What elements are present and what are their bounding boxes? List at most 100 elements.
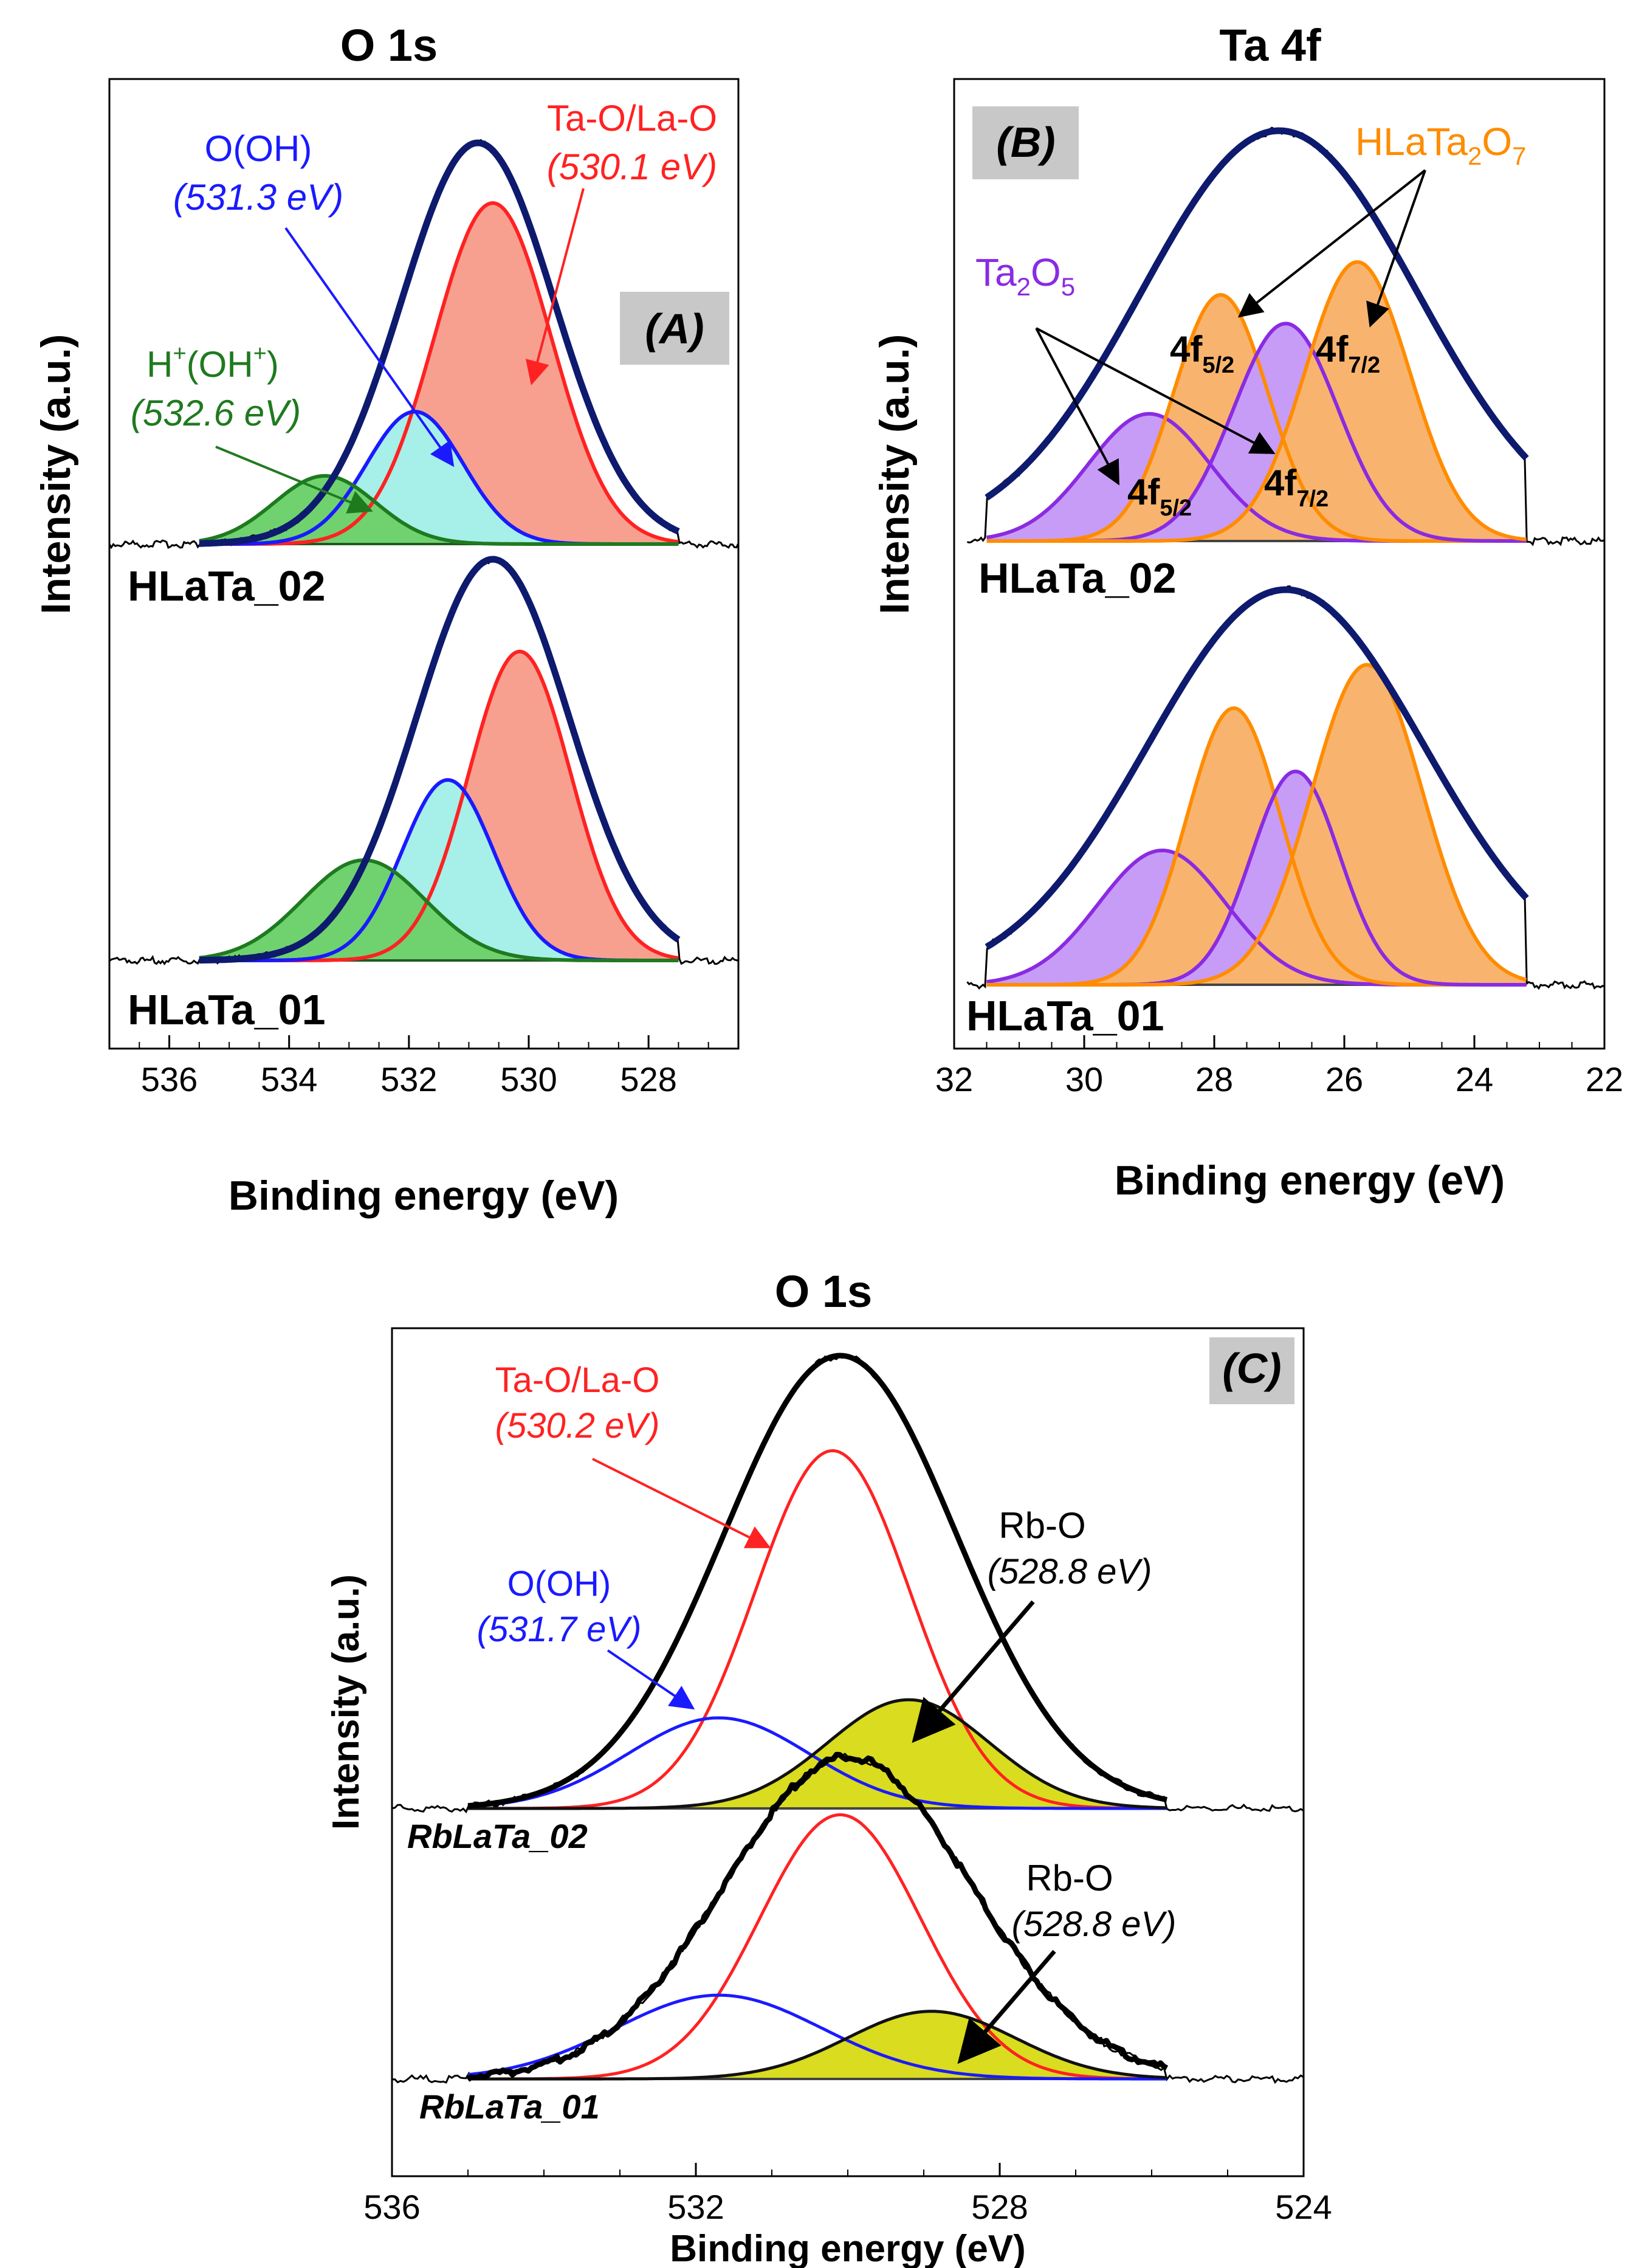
spectrum-hlata-01 xyxy=(966,585,1605,990)
panel-c-label-box xyxy=(1209,1337,1294,1404)
panel-b-x-ticks: 32 30 28 26 24 22 xyxy=(935,1035,1623,1098)
component-fill-hlata-02-0 xyxy=(986,413,1527,541)
panel-c-y-label: Intensity (a.u.) xyxy=(325,1574,367,1830)
sample-label-hlata-01: HLaTa_01 xyxy=(128,986,326,1033)
component-fill-hlata-02-3 xyxy=(986,262,1527,541)
panel-a-y-label: Intensity (a.u.) xyxy=(33,334,79,615)
component-rblata-02-1 xyxy=(467,1716,1167,1810)
panel-b-label: (B) xyxy=(996,119,1055,166)
label-c-ta-o-la-o-energy: (530.2 eV) xyxy=(495,1406,660,1446)
sample-label-hlata-02: HLaTa_02 xyxy=(128,562,326,610)
panel-b-x-label: Binding energy (eV) xyxy=(1115,1157,1505,1204)
component-fill-hlata-02-0 xyxy=(199,203,679,544)
arrow-o-oh xyxy=(284,227,455,467)
tick-label-30: 30 xyxy=(1065,1060,1103,1098)
component-fill-rblata-02-2 xyxy=(468,1700,1167,1808)
tick-label-532: 532 xyxy=(667,2188,724,2226)
panel-c-label: (C) xyxy=(1222,1345,1281,1392)
label-hlata2o7: HLaTa2O7 xyxy=(1355,120,1527,170)
tick-label-524: 524 xyxy=(1275,2188,1332,2226)
label-o-oh: O(OH) xyxy=(205,128,312,169)
spectrum-hlata-02 xyxy=(108,139,740,550)
panel-b: Ta 4f 32 30 28 26 24 22 Binding energy (eV) I… xyxy=(871,20,1623,1204)
panel-a-x-ticks: 536 534 532 530 528 xyxy=(109,1035,739,1098)
panel-c-title: O 1s xyxy=(775,1266,872,1317)
label-4f72-upper: 4f7/2 xyxy=(1316,329,1380,378)
component-fill-hlata-02-1 xyxy=(199,412,679,544)
panel-a: O 1s 536 534 532 530 528 Binding energy (eV)… xyxy=(33,20,740,1219)
label-o-oh-energy: (531.3 eV) xyxy=(173,177,343,218)
panel-a-plot xyxy=(108,139,740,966)
tick-label-532: 532 xyxy=(380,1060,437,1098)
label-ta2o5: Ta2O5 xyxy=(975,250,1075,301)
envelope-hlata-01 xyxy=(198,556,681,964)
component-rblata-01-2 xyxy=(468,2010,1167,2081)
tick-label-24: 24 xyxy=(1456,1060,1493,1098)
label-ta-o-la-o-energy: (530.1 eV) xyxy=(547,146,717,187)
label-ta-o-la-o: Ta-O/La-O xyxy=(547,98,717,139)
label-c-rb-o-upper: Rb-O xyxy=(999,1505,1085,1546)
panel-c-x-label: Binding energy (eV) xyxy=(670,2228,1026,2268)
component-fill-hlata-01-0 xyxy=(986,850,1527,985)
tick-label-536: 536 xyxy=(363,2188,420,2226)
panel-a-frame xyxy=(108,78,740,1050)
sample-label-rblata-02: RbLaTa_02 xyxy=(407,1817,588,1855)
component-hlata-02-3 xyxy=(986,260,1527,543)
sample-label-hlata-02-b: HLaTa_02 xyxy=(978,554,1177,602)
component-rblata-01-0 xyxy=(468,1813,1167,2081)
label-h-oh: H+(OH+) xyxy=(146,341,279,385)
tick-label-28: 28 xyxy=(1195,1060,1233,1098)
tick-label-528: 528 xyxy=(620,1060,676,1098)
component-rblata-02-0 xyxy=(468,1449,1167,1810)
envelope-hlata-02 xyxy=(198,139,680,547)
tick-label-534: 534 xyxy=(261,1060,317,1098)
tick-label-530: 530 xyxy=(500,1060,557,1098)
tick-label-22: 22 xyxy=(1586,1060,1623,1098)
panel-c-x-ticks: 536 532 528 524 xyxy=(363,2163,1332,2226)
label-4f72-lower: 4f7/2 xyxy=(1264,463,1329,512)
component-rblata-02-2 xyxy=(468,1698,1167,1810)
panel-c-plot xyxy=(391,1353,1304,2084)
spectrum-rblata-02 xyxy=(391,1353,1304,1814)
component-fill-hlata-01-0 xyxy=(199,651,679,960)
component-fill-hlata-01-3 xyxy=(986,664,1527,985)
label-c-rb-o-lower-energy: (528.8 eV) xyxy=(1012,1904,1177,1944)
tick-label-528: 528 xyxy=(971,2188,1028,2226)
label-4f52-upper: 4f5/2 xyxy=(1170,329,1234,378)
component-hlata-02-2 xyxy=(199,474,679,546)
envelope-rblata-01 xyxy=(466,1751,1169,2082)
component-hlata-01-3 xyxy=(986,663,1527,987)
panel-b-y-label: Intensity (a.u.) xyxy=(871,334,918,615)
arrow-ta-o-la-o xyxy=(525,188,585,385)
component-fill-hlata-01-2 xyxy=(986,771,1527,985)
label-c-ta-o-la-o: Ta-O/La-O xyxy=(495,1360,660,1400)
sample-label-hlata-01-b: HLaTa_01 xyxy=(966,992,1164,1039)
label-c-rb-o-upper-energy: (528.8 eV) xyxy=(988,1552,1152,1591)
component-hlata-01-2 xyxy=(199,858,679,962)
label-c-rb-o-lower: Rb-O xyxy=(1026,1858,1113,1898)
arrow-ta2o5-b xyxy=(1036,327,1276,454)
label-c-o-oh: O(OH) xyxy=(507,1564,611,1604)
panel-c: O 1s 536 532 528 524 Binding energy (eV) In… xyxy=(325,1266,1332,2268)
component-hlata-02-0 xyxy=(199,201,679,546)
panel-b-title: Ta 4f xyxy=(1219,20,1321,71)
label-4f52-lower: 4f5/2 xyxy=(1127,472,1192,521)
panel-a-x-label: Binding energy (eV) xyxy=(229,1173,619,1219)
panel-a-label-box xyxy=(620,292,729,365)
label-c-o-oh-energy: (531.7 eV) xyxy=(477,1610,642,1649)
arrow-c-o-oh xyxy=(607,1649,695,1710)
component-fill-rblata-01-2 xyxy=(468,2011,1167,2079)
tick-label-536: 536 xyxy=(141,1060,198,1098)
panel-b-label-box xyxy=(972,106,1079,179)
panel-a-label: (A) xyxy=(645,305,704,353)
tick-label-32: 32 xyxy=(935,1060,973,1098)
label-h-oh-energy: (532.6 eV) xyxy=(131,393,301,433)
arrow-c-rb-o-lower xyxy=(957,1949,1056,2064)
sample-label-rblata-01: RbLaTa_01 xyxy=(419,2087,600,2126)
arrow-ta2o5-a xyxy=(1035,328,1119,486)
arrow-hlata2o7-b xyxy=(1366,170,1426,328)
arrow-c-rb-o-upper xyxy=(912,1600,1035,1743)
arrow-c-ta-o-la-o xyxy=(592,1458,771,1548)
envelope-hlata-02 xyxy=(985,127,1529,501)
